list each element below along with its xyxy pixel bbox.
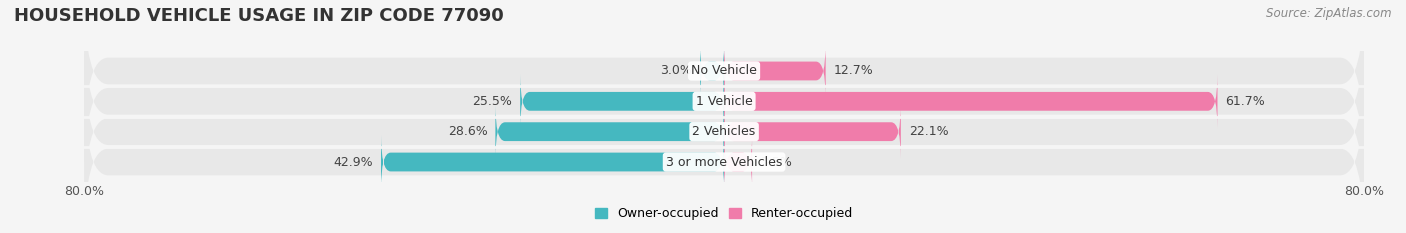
FancyBboxPatch shape [84,54,1364,209]
FancyBboxPatch shape [381,135,724,189]
FancyBboxPatch shape [84,0,1364,149]
Text: Source: ZipAtlas.com: Source: ZipAtlas.com [1267,7,1392,20]
FancyBboxPatch shape [724,44,825,98]
FancyBboxPatch shape [84,24,1364,179]
Text: 25.5%: 25.5% [472,95,512,108]
Text: 12.7%: 12.7% [834,65,873,78]
FancyBboxPatch shape [84,84,1364,233]
Text: 3.5%: 3.5% [761,155,792,168]
Text: 22.1%: 22.1% [908,125,949,138]
FancyBboxPatch shape [700,44,724,98]
FancyBboxPatch shape [724,74,1218,128]
FancyBboxPatch shape [724,105,901,159]
FancyBboxPatch shape [520,74,724,128]
Legend: Owner-occupied, Renter-occupied: Owner-occupied, Renter-occupied [589,202,859,225]
Text: 61.7%: 61.7% [1226,95,1265,108]
Text: 1 Vehicle: 1 Vehicle [696,95,752,108]
Text: HOUSEHOLD VEHICLE USAGE IN ZIP CODE 77090: HOUSEHOLD VEHICLE USAGE IN ZIP CODE 7709… [14,7,503,25]
Text: No Vehicle: No Vehicle [692,65,756,78]
Text: 3.0%: 3.0% [661,65,692,78]
Text: 28.6%: 28.6% [447,125,488,138]
Text: 42.9%: 42.9% [333,155,373,168]
Text: 3 or more Vehicles: 3 or more Vehicles [666,155,782,168]
Text: 2 Vehicles: 2 Vehicles [693,125,755,138]
FancyBboxPatch shape [724,135,752,189]
FancyBboxPatch shape [495,105,724,159]
